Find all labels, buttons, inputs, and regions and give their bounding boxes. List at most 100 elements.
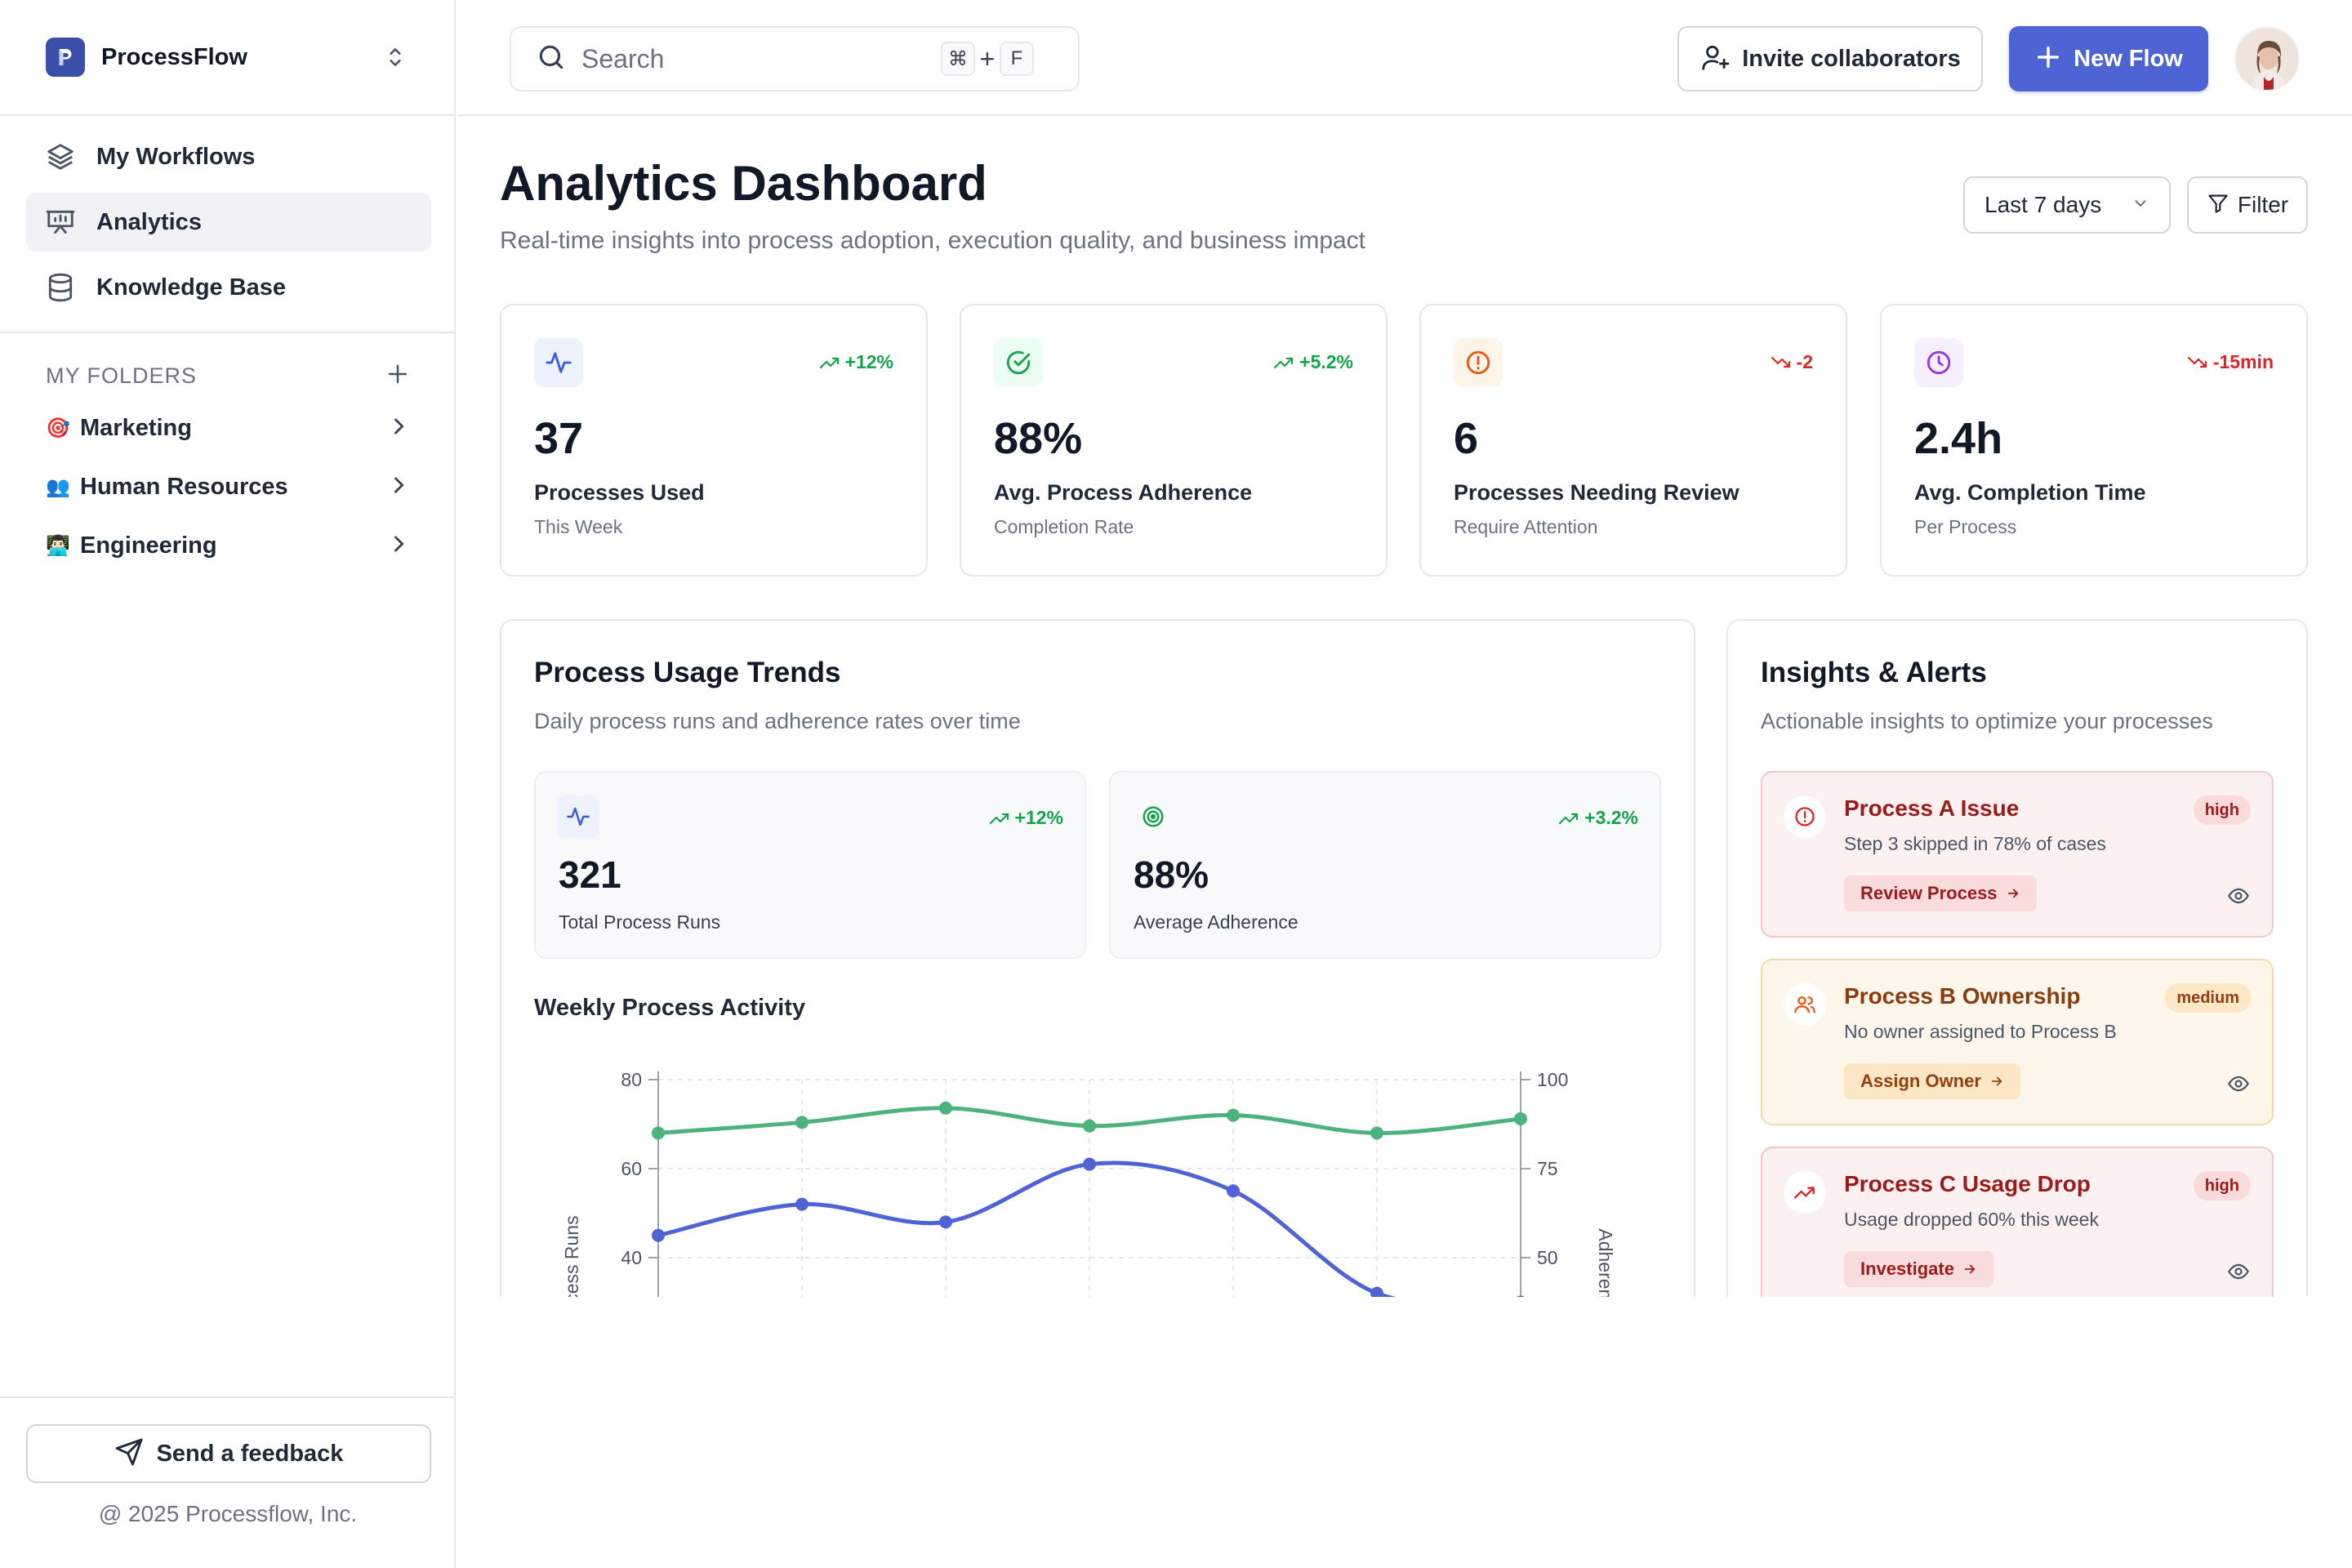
new-flow-button[interactable]: New Flow — [2009, 26, 2208, 91]
weekly-activity-title: Weekly Process Activity — [534, 995, 806, 1021]
kpi-value: 88% — [994, 414, 1083, 463]
kpi-card-process-adherence: +5.2% 88% Avg. Process Adherence Complet… — [960, 304, 1388, 577]
kpi-delta: -2 — [1771, 351, 1813, 373]
folder-marketing[interactable]: 🎯 Marketing — [46, 405, 410, 451]
target-icon — [1132, 795, 1174, 838]
data-point-process-runs — [1227, 1184, 1240, 1198]
top-bar: ⌘ + F Invite collaborators New Flow — [457, 0, 2352, 116]
alert-circle-icon — [1454, 338, 1503, 387]
invite-collaborators-button[interactable]: Invite collaborators — [1677, 26, 1983, 91]
users-icon — [1784, 983, 1826, 1026]
nav-label: Analytics — [96, 208, 202, 235]
chevron-right-icon[interactable] — [387, 415, 410, 442]
nav-item-knowledge-base[interactable]: Knowledge Base — [26, 258, 431, 317]
stat-delta: +12% — [989, 807, 1063, 829]
stat-total-process-runs: +12% 321 Total Process Runs — [534, 771, 1086, 959]
clock-icon — [1914, 338, 1963, 387]
arrow-right-icon — [2007, 889, 2018, 898]
stat-value: 88% — [1134, 853, 1209, 896]
kpi-delta-value: -2 — [1796, 351, 1813, 372]
layers-icon — [44, 140, 77, 173]
review-process-button[interactable]: Review Process — [1844, 875, 2037, 911]
action-label: Review Process — [1860, 883, 1998, 903]
kpi-label: Processes Needing Review — [1454, 480, 1740, 505]
folder-engineering[interactable]: 👨🏻‍💻 Engineering — [46, 523, 410, 568]
kpi-delta: +5.2% — [1273, 351, 1353, 373]
kpi-card-processes-needing-review: -2 6 Processes Needing Review Require At… — [1419, 304, 1847, 577]
alert-process-b-ownership[interactable]: Process B Ownership No owner assigned to… — [1761, 959, 2274, 1125]
chevron-down-icon — [2132, 194, 2149, 216]
chevron-right-icon[interactable] — [387, 532, 410, 559]
alert-process-c-usage-drop[interactable]: Process C Usage Drop Usage dropped 60% t… — [1761, 1147, 2274, 1297]
search-box[interactable]: ⌘ + F — [510, 26, 1080, 91]
assign-owner-button[interactable]: Assign Owner — [1844, 1063, 2020, 1099]
nav-item-my-workflows[interactable]: My Workflows — [26, 127, 431, 186]
divider — [0, 1396, 456, 1398]
data-point-adherence — [1514, 1111, 1527, 1125]
alert-title: Process B Ownership — [1844, 983, 2081, 1009]
filter-icon — [2207, 192, 2230, 219]
target-emoji-icon: 🎯 — [46, 416, 70, 439]
stat-value: 321 — [559, 853, 621, 896]
process-usage-trends-card: Process Usage Trends Daily process runs … — [500, 619, 1695, 1297]
alert-process-a-issue[interactable]: Process A Issue Step 3 skipped in 78% of… — [1761, 771, 2274, 938]
folder-human-resources[interactable]: 👥 Human Resources — [46, 464, 410, 510]
alert-title: Process C Usage Drop — [1844, 1171, 2091, 1196]
insights-alerts-card: Insights & Alerts Actionable insights to… — [1726, 619, 2308, 1297]
folders-title: MY FOLDERS — [46, 363, 198, 388]
action-label: Assign Owner — [1860, 1071, 1981, 1091]
workspace-switcher[interactable]: ProcessFlow — [0, 0, 456, 116]
alert-description: Usage dropped 60% this week — [1844, 1209, 2099, 1230]
left-axis-tick-label: 40 — [621, 1247, 642, 1268]
arrow-right-icon — [1991, 1076, 2002, 1086]
folder-label: Human Resources — [80, 473, 288, 500]
left-axis-label: Process Runs — [561, 1215, 582, 1297]
plus-icon — [2034, 43, 2062, 75]
action-label: Investigate — [1860, 1258, 1954, 1279]
stat-delta: +3.2% — [1558, 807, 1638, 829]
eye-icon[interactable] — [2226, 1259, 2251, 1284]
user-avatar[interactable] — [2234, 26, 2300, 91]
alert-description: No owner assigned to Process B — [1844, 1021, 2117, 1042]
search-input[interactable] — [581, 43, 941, 74]
insights-subtitle: Actionable insights to optimize your pro… — [1761, 709, 2213, 733]
chevron-right-icon[interactable] — [387, 474, 410, 501]
weekly-process-activity-chart: 80 60 40 100 75 50 Process Runs Adherence — [561, 1069, 1616, 1297]
trend-up-icon — [819, 357, 839, 368]
alert-description: Step 3 skipped in 78% of cases — [1844, 833, 2106, 854]
shortcut-f-key: F — [1000, 42, 1034, 76]
stat-average-adherence: +3.2% 88% Average Adherence — [1109, 771, 1661, 959]
send-feedback-button[interactable]: Send a feedback — [26, 1424, 431, 1483]
kpi-delta: -15min — [2187, 351, 2274, 373]
search-icon — [536, 42, 567, 77]
page-subtitle: Real-time insights into process adoption… — [500, 227, 1366, 254]
folder-label: Marketing — [80, 414, 192, 441]
kpi-card-processes-used: +12% 37 Processes Used This Week — [500, 304, 928, 577]
investigate-button[interactable]: Investigate — [1844, 1251, 1993, 1287]
data-point-adherence — [1083, 1119, 1096, 1133]
divider — [0, 332, 456, 333]
trend-up-icon — [1559, 813, 1579, 824]
kpi-sublabel: Completion Rate — [994, 516, 1134, 537]
nav-item-analytics[interactable]: Analytics — [26, 193, 431, 252]
filter-button[interactable]: Filter — [2187, 176, 2308, 234]
date-range-select[interactable]: Last 7 days — [1963, 176, 2171, 234]
alert-circle-icon — [1784, 795, 1826, 838]
kpi-card-completion-time: -15min 2.4h Avg. Completion Time Per Pro… — [1880, 304, 2308, 577]
data-point-adherence — [1370, 1126, 1383, 1140]
eye-icon[interactable] — [2226, 884, 2251, 908]
chevrons-up-down-icon[interactable] — [381, 42, 410, 72]
kpi-delta-value: -15min — [2212, 351, 2274, 372]
nav-label: My Workflows — [96, 143, 256, 170]
stat-delta-value: +12% — [1014, 807, 1063, 828]
activity-icon — [557, 795, 599, 838]
send-icon — [114, 1437, 144, 1471]
trend-up-icon — [989, 813, 1009, 824]
eye-icon[interactable] — [2226, 1071, 2251, 1096]
left-axis-tick-label: 80 — [621, 1069, 642, 1090]
data-point-process-runs — [939, 1215, 952, 1229]
technologist-emoji-icon: 👨🏻‍💻 — [46, 534, 70, 557]
add-folder-plus-icon[interactable] — [385, 362, 410, 390]
kpi-delta-value: +12% — [844, 351, 893, 372]
data-point-process-runs — [652, 1228, 665, 1242]
